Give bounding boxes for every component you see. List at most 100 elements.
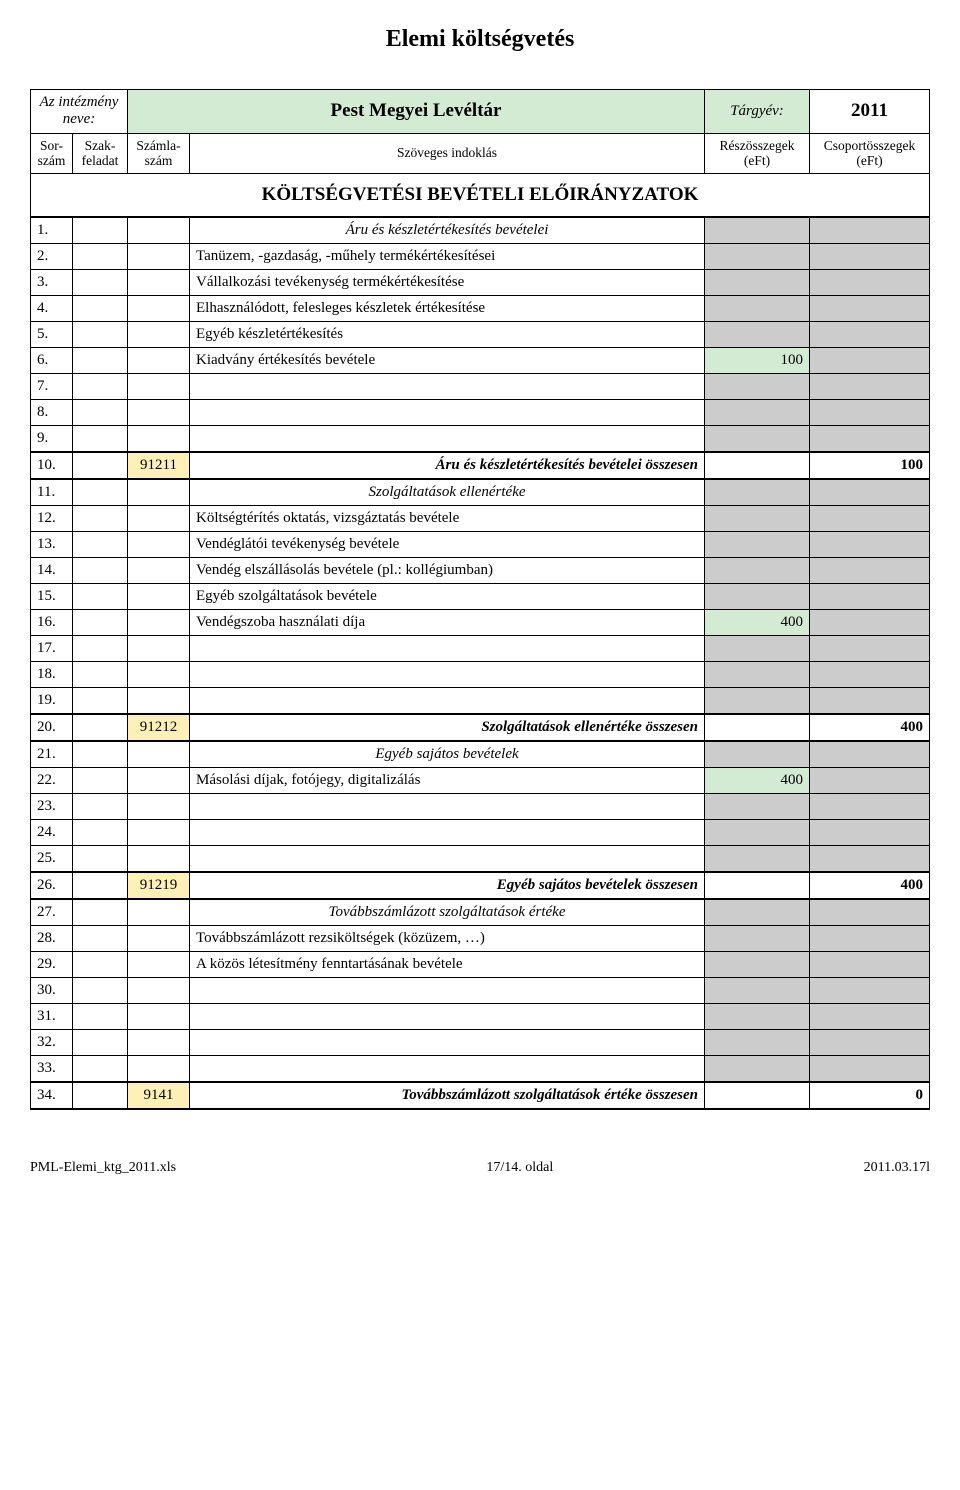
table-row: 14.Vendég elszállásolás bevétele (pl.: k… bbox=[31, 557, 930, 583]
row-account bbox=[128, 845, 190, 872]
row-description bbox=[190, 373, 705, 399]
table-row: 32. bbox=[31, 1029, 930, 1055]
row-description: Egyéb készletértékesítés bbox=[190, 321, 705, 347]
row-account bbox=[128, 479, 190, 506]
row-szakfeladat bbox=[73, 1029, 128, 1055]
row-description: A közös létesítmény fenntartásának bevét… bbox=[190, 951, 705, 977]
row-szakfeladat bbox=[73, 243, 128, 269]
footer-left: PML-Elemi_ktg_2011.xls bbox=[30, 1160, 176, 1176]
row-description: Szolgáltatások ellenértéke összesen bbox=[190, 714, 705, 741]
table-row: 13.Vendéglátói tevékenység bevétele bbox=[31, 531, 930, 557]
row-number: 26. bbox=[31, 872, 73, 899]
row-grouptotal bbox=[810, 819, 930, 845]
row-description: Költségtérítés oktatás, vizsgáztatás bev… bbox=[190, 505, 705, 531]
row-szakfeladat bbox=[73, 925, 128, 951]
row-grouptotal bbox=[810, 531, 930, 557]
row-szakfeladat bbox=[73, 1003, 128, 1029]
row-grouptotal bbox=[810, 687, 930, 714]
row-account bbox=[128, 951, 190, 977]
row-description: Továbbszámlázott szolgáltatások értéke ö… bbox=[190, 1082, 705, 1109]
row-subtotal bbox=[705, 1055, 810, 1082]
table-row: 15.Egyéb szolgáltatások bevétele bbox=[31, 583, 930, 609]
row-number: 5. bbox=[31, 321, 73, 347]
row-number: 25. bbox=[31, 845, 73, 872]
row-description bbox=[190, 1055, 705, 1082]
row-subtotal bbox=[705, 687, 810, 714]
table-row: 17. bbox=[31, 635, 930, 661]
row-grouptotal bbox=[810, 269, 930, 295]
row-number: 28. bbox=[31, 925, 73, 951]
row-number: 21. bbox=[31, 741, 73, 768]
row-number: 17. bbox=[31, 635, 73, 661]
row-account bbox=[128, 505, 190, 531]
row-subtotal bbox=[705, 243, 810, 269]
row-subtotal bbox=[705, 1003, 810, 1029]
col-reszosszegek: Részösszegek(eFt) bbox=[705, 133, 810, 173]
row-account bbox=[128, 661, 190, 687]
row-number: 11. bbox=[31, 479, 73, 506]
table-row: 10.91211Áru és készletértékesítés bevéte… bbox=[31, 452, 930, 479]
row-szakfeladat bbox=[73, 557, 128, 583]
table-row: 26.91219Egyéb sajátos bevételek összesen… bbox=[31, 872, 930, 899]
row-account bbox=[128, 687, 190, 714]
row-subtotal bbox=[705, 295, 810, 321]
row-description: Elhasználódott, felesleges készletek ért… bbox=[190, 295, 705, 321]
table-row: 16.Vendégszoba használati díja400 bbox=[31, 609, 930, 635]
table-row: 1.Áru és készletértékesítés bevételei bbox=[31, 217, 930, 244]
table-row: 24. bbox=[31, 819, 930, 845]
col-sorszam: Sor-szám bbox=[31, 133, 73, 173]
row-subtotal bbox=[705, 741, 810, 768]
row-grouptotal: 100 bbox=[810, 452, 930, 479]
row-szakfeladat bbox=[73, 269, 128, 295]
row-szakfeladat bbox=[73, 741, 128, 768]
row-number: 1. bbox=[31, 217, 73, 244]
row-szakfeladat bbox=[73, 977, 128, 1003]
row-grouptotal bbox=[810, 217, 930, 244]
row-description: Vállalkozási tevékenység termékértékesít… bbox=[190, 269, 705, 295]
row-account bbox=[128, 243, 190, 269]
row-number: 16. bbox=[31, 609, 73, 635]
table-row: 34.9141Továbbszámlázott szolgáltatások é… bbox=[31, 1082, 930, 1109]
table-row: 28.Továbbszámlázott rezsiköltségek (közü… bbox=[31, 925, 930, 951]
table-row: 25. bbox=[31, 845, 930, 872]
row-szakfeladat bbox=[73, 635, 128, 661]
row-number: 4. bbox=[31, 295, 73, 321]
header-row-1: Az intézményneve: Pest Megyei Levéltár T… bbox=[31, 90, 930, 134]
row-grouptotal: 400 bbox=[810, 714, 930, 741]
footer-right: 2011.03.17l bbox=[864, 1160, 930, 1176]
row-account: 91219 bbox=[128, 872, 190, 899]
row-number: 9. bbox=[31, 425, 73, 452]
row-description: Másolási díjak, fotójegy, digitalizálás bbox=[190, 767, 705, 793]
row-account bbox=[128, 269, 190, 295]
row-account bbox=[128, 635, 190, 661]
row-szakfeladat bbox=[73, 295, 128, 321]
year-value: 2011 bbox=[810, 90, 930, 134]
row-grouptotal bbox=[810, 925, 930, 951]
row-subtotal bbox=[705, 793, 810, 819]
row-grouptotal: 0 bbox=[810, 1082, 930, 1109]
table-row: 5. Egyéb készletértékesítés bbox=[31, 321, 930, 347]
row-number: 32. bbox=[31, 1029, 73, 1055]
table-row: 2.Tanüzem, -gazdaság, -műhely termékérté… bbox=[31, 243, 930, 269]
row-account bbox=[128, 217, 190, 244]
row-subtotal bbox=[705, 321, 810, 347]
row-description: Egyéb sajátos bevételek bbox=[190, 741, 705, 768]
row-account bbox=[128, 977, 190, 1003]
row-number: 3. bbox=[31, 269, 73, 295]
row-description bbox=[190, 1029, 705, 1055]
row-account bbox=[128, 741, 190, 768]
row-grouptotal bbox=[810, 479, 930, 506]
row-szakfeladat bbox=[73, 714, 128, 741]
table-row: 6.Kiadvány értékesítés bevétele100 bbox=[31, 347, 930, 373]
table-row: 11.Szolgáltatások ellenértéke bbox=[31, 479, 930, 506]
row-grouptotal bbox=[810, 741, 930, 768]
row-account bbox=[128, 583, 190, 609]
row-grouptotal bbox=[810, 505, 930, 531]
table-row: 18. bbox=[31, 661, 930, 687]
row-grouptotal bbox=[810, 583, 930, 609]
table-row: 7. bbox=[31, 373, 930, 399]
row-number: 22. bbox=[31, 767, 73, 793]
table-row: 23. bbox=[31, 793, 930, 819]
row-subtotal bbox=[705, 583, 810, 609]
row-subtotal bbox=[705, 1082, 810, 1109]
